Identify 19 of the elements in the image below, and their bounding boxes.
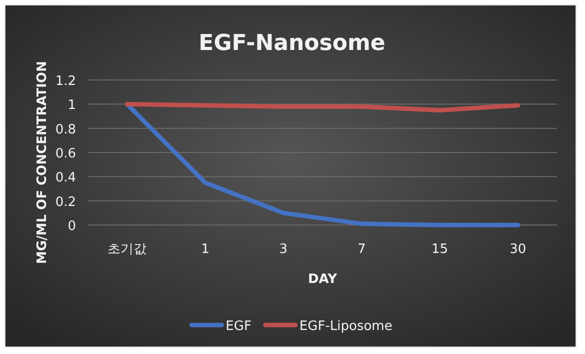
line-series	[124, 102, 520, 112]
x-tick-label: 7	[357, 242, 366, 257]
y-tick-label: 1.2	[55, 74, 76, 89]
legend-label: EGF	[226, 319, 252, 334]
legend-label: EGF-Liposome	[299, 319, 392, 334]
x-tick-label: 15	[431, 242, 448, 257]
x-axis-title: DAY	[308, 272, 338, 287]
x-tick-label: 1	[201, 242, 210, 257]
y-tick-label: 0.6	[55, 146, 76, 162]
y-tick-label: 1	[68, 98, 76, 114]
y-tick-label: 0.2	[55, 194, 76, 210]
x-tick-label: 3	[279, 242, 288, 257]
y-tick-label: 0.4	[55, 170, 76, 186]
y-tick-label: 0	[68, 219, 76, 234]
y-tick-label: 0.8	[55, 122, 76, 138]
x-tick-label: 30	[510, 242, 526, 257]
y-axis-title: MG/ML OF CONCENTRATION	[35, 61, 50, 264]
x-tick-label: 초기값	[108, 242, 147, 257]
chart-title: EGF-Nanosome	[198, 31, 386, 56]
